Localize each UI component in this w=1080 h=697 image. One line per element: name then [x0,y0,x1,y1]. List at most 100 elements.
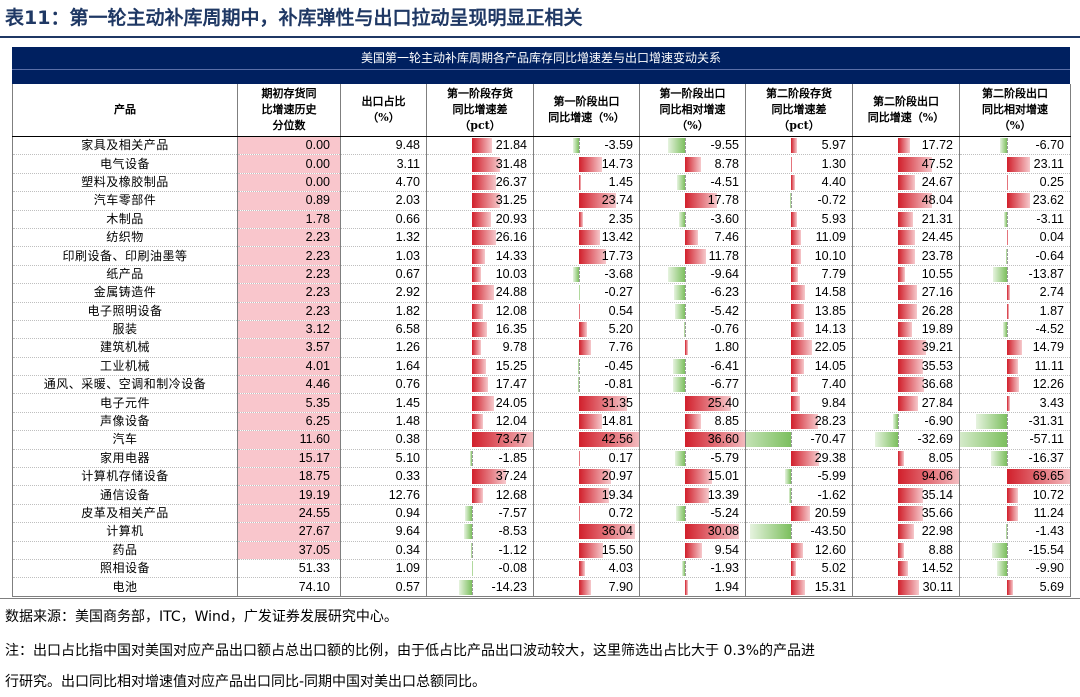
column-header-line: 第二阶段出口 [982,87,1048,100]
footnote-line-1: 注：出口占比指中国对美国对应产品出口额占总出口额的比例，由于低占比产品出口波动较… [5,643,816,659]
bar-cell-inner: 39.21 [854,339,959,356]
export-share: 2.92 [340,283,427,303]
column-header-line: 分位数 [272,119,306,132]
data-bar-cell-stage2_export_relative: -3.11 [959,210,1071,229]
bar-value: 22.98 [921,524,953,539]
positive-bar [791,395,801,411]
bar-value: -57.11 [1029,432,1064,447]
data-bar-cell-stage2_inventory_gap: 5.97 [745,136,853,156]
bar-cell-inner: 10.10 [747,248,852,265]
bar-value: -3.60 [710,211,740,226]
bar-axis [1007,138,1008,154]
bar-value: 28.23 [814,414,846,429]
export-share: 2.03 [340,191,427,211]
bar-value: -70.47 [810,432,846,447]
bar-cell-inner: -43.50 [747,523,852,540]
data-bar-cell-stage2_export_yoy: 21.31 [852,210,960,229]
inventory-percentile: 2.23 [237,246,341,266]
data-bar-cell-stage1_export_relative: -0.76 [639,320,746,340]
bar-axis [685,506,686,521]
bar-cell-inner: 20.97 [535,468,639,485]
positive-bar [472,230,496,246]
bar-value: -5.79 [710,450,740,465]
bar-value: 14.73 [601,156,633,171]
bar-cell-inner: 29.38 [747,450,852,467]
negative-bar [746,432,791,448]
positive-bar [791,561,796,577]
data-bar-cell-stage2_export_relative: 5.69 [959,577,1071,597]
export-share: 9.48 [340,136,427,156]
table-row: 工业机械 4.01 1.64 15.25 -0.45 -6.41 14.05 35.53 11.… [12,357,1071,377]
data-bar-cell-stage2_inventory_gap: 14.58 [745,283,853,303]
bar-value: -6.41 [710,358,740,373]
bar-axis [1007,211,1008,227]
inventory-percentile: 6.25 [237,412,341,432]
bar-cell-inner: 26.37 [428,174,533,191]
bar-value: 14.33 [495,248,527,263]
bar-axis [1007,561,1008,577]
data-bar-cell-stage2_inventory_gap: 20.59 [745,504,853,524]
bar-axis [1007,266,1008,282]
bar-value: 16.35 [495,322,527,337]
negative-bar [976,414,1007,430]
positive-bar [898,266,906,282]
data-bar-cell-stage1_export_yoy: -0.45 [533,357,640,377]
positive-bar [579,542,603,558]
bar-cell-inner: 7.79 [747,266,852,283]
positive-bar [898,377,924,393]
data-bar-cell-stage2_export_relative: 12.26 [959,375,1071,395]
bar-value: 1.80 [714,340,739,355]
data-bar-cell-stage2_export_relative: 23.11 [959,154,1071,174]
table-row: 通风、采暖、空调和制冷设备 4.46 0.76 17.47 -0.81 -6.77 7.40… [12,375,1071,395]
data-bar-cell-stage2_export_yoy: 19.89 [852,320,960,340]
positive-bar [579,303,580,319]
bar-axis [685,138,686,154]
bar-value: 17.47 [495,377,527,392]
data-bar-cell-stage1_export_relative: -9.55 [639,136,746,156]
data-bar-cell-stage1_export_relative: 36.60 [639,430,746,450]
bar-value: 8.05 [928,450,953,465]
bar-cell-inner: -9.90 [961,560,1070,577]
positive-bar [791,174,796,190]
data-bar-cell-stage1_export_relative: 8.85 [639,412,746,432]
bar-value: -0.45 [604,358,634,373]
export-share: 1.48 [340,412,427,432]
negative-bar [785,469,791,485]
data-bar-cell-stage2_inventory_gap: 22.05 [745,338,853,358]
bar-cell-inner: 23.11 [961,156,1070,173]
export-share: 0.33 [340,467,427,487]
bar-cell-inner: 5.97 [747,137,852,154]
table-body: 家具及相关产品 0.00 9.48 21.84 -3.59 -9.55 5.97 17.72-… [12,136,1071,597]
data-bar-cell-stage2_export_yoy: 17.72 [852,136,960,156]
bar-cell-inner: 47.52 [854,156,959,173]
bar-value: 20.93 [495,211,527,226]
data-bar-cell-stage1_inventory_gap: 12.08 [426,302,534,321]
product-name: 通信设备 [12,485,238,505]
positive-bar [685,432,745,448]
bar-value: 36.68 [921,377,953,392]
bar-value: -3.59 [604,138,634,153]
positive-bar [791,358,805,374]
positive-bar [791,542,803,558]
data-bar-cell-stage2_export_yoy: 8.88 [852,541,960,560]
column-header-line: 同比增速差 [452,103,508,116]
bar-cell-inner: 13.39 [641,487,745,504]
bar-axis [1007,432,1008,448]
positive-bar [579,579,592,595]
bar-value: 35.14 [921,487,953,502]
bar-axis [1007,230,1008,246]
export-share: 1.26 [340,338,427,358]
inventory-percentile: 74.10 [237,577,341,597]
bar-value: 24.67 [921,174,953,189]
bar-cell-inner: 12.26 [961,376,1070,393]
bar-value: -5.42 [710,303,740,318]
bar-cell-inner: 35.53 [854,358,959,375]
bar-axis [685,377,686,393]
bar-value: 36.04 [601,524,633,539]
export-share: 1.64 [340,357,427,377]
bar-value: 9.84 [821,395,846,410]
bar-value: 14.52 [921,561,953,576]
data-bar-cell-stage2_export_yoy: 26.28 [852,302,960,321]
positive-bar [579,469,612,485]
bar-cell-inner: 9.54 [641,542,745,559]
